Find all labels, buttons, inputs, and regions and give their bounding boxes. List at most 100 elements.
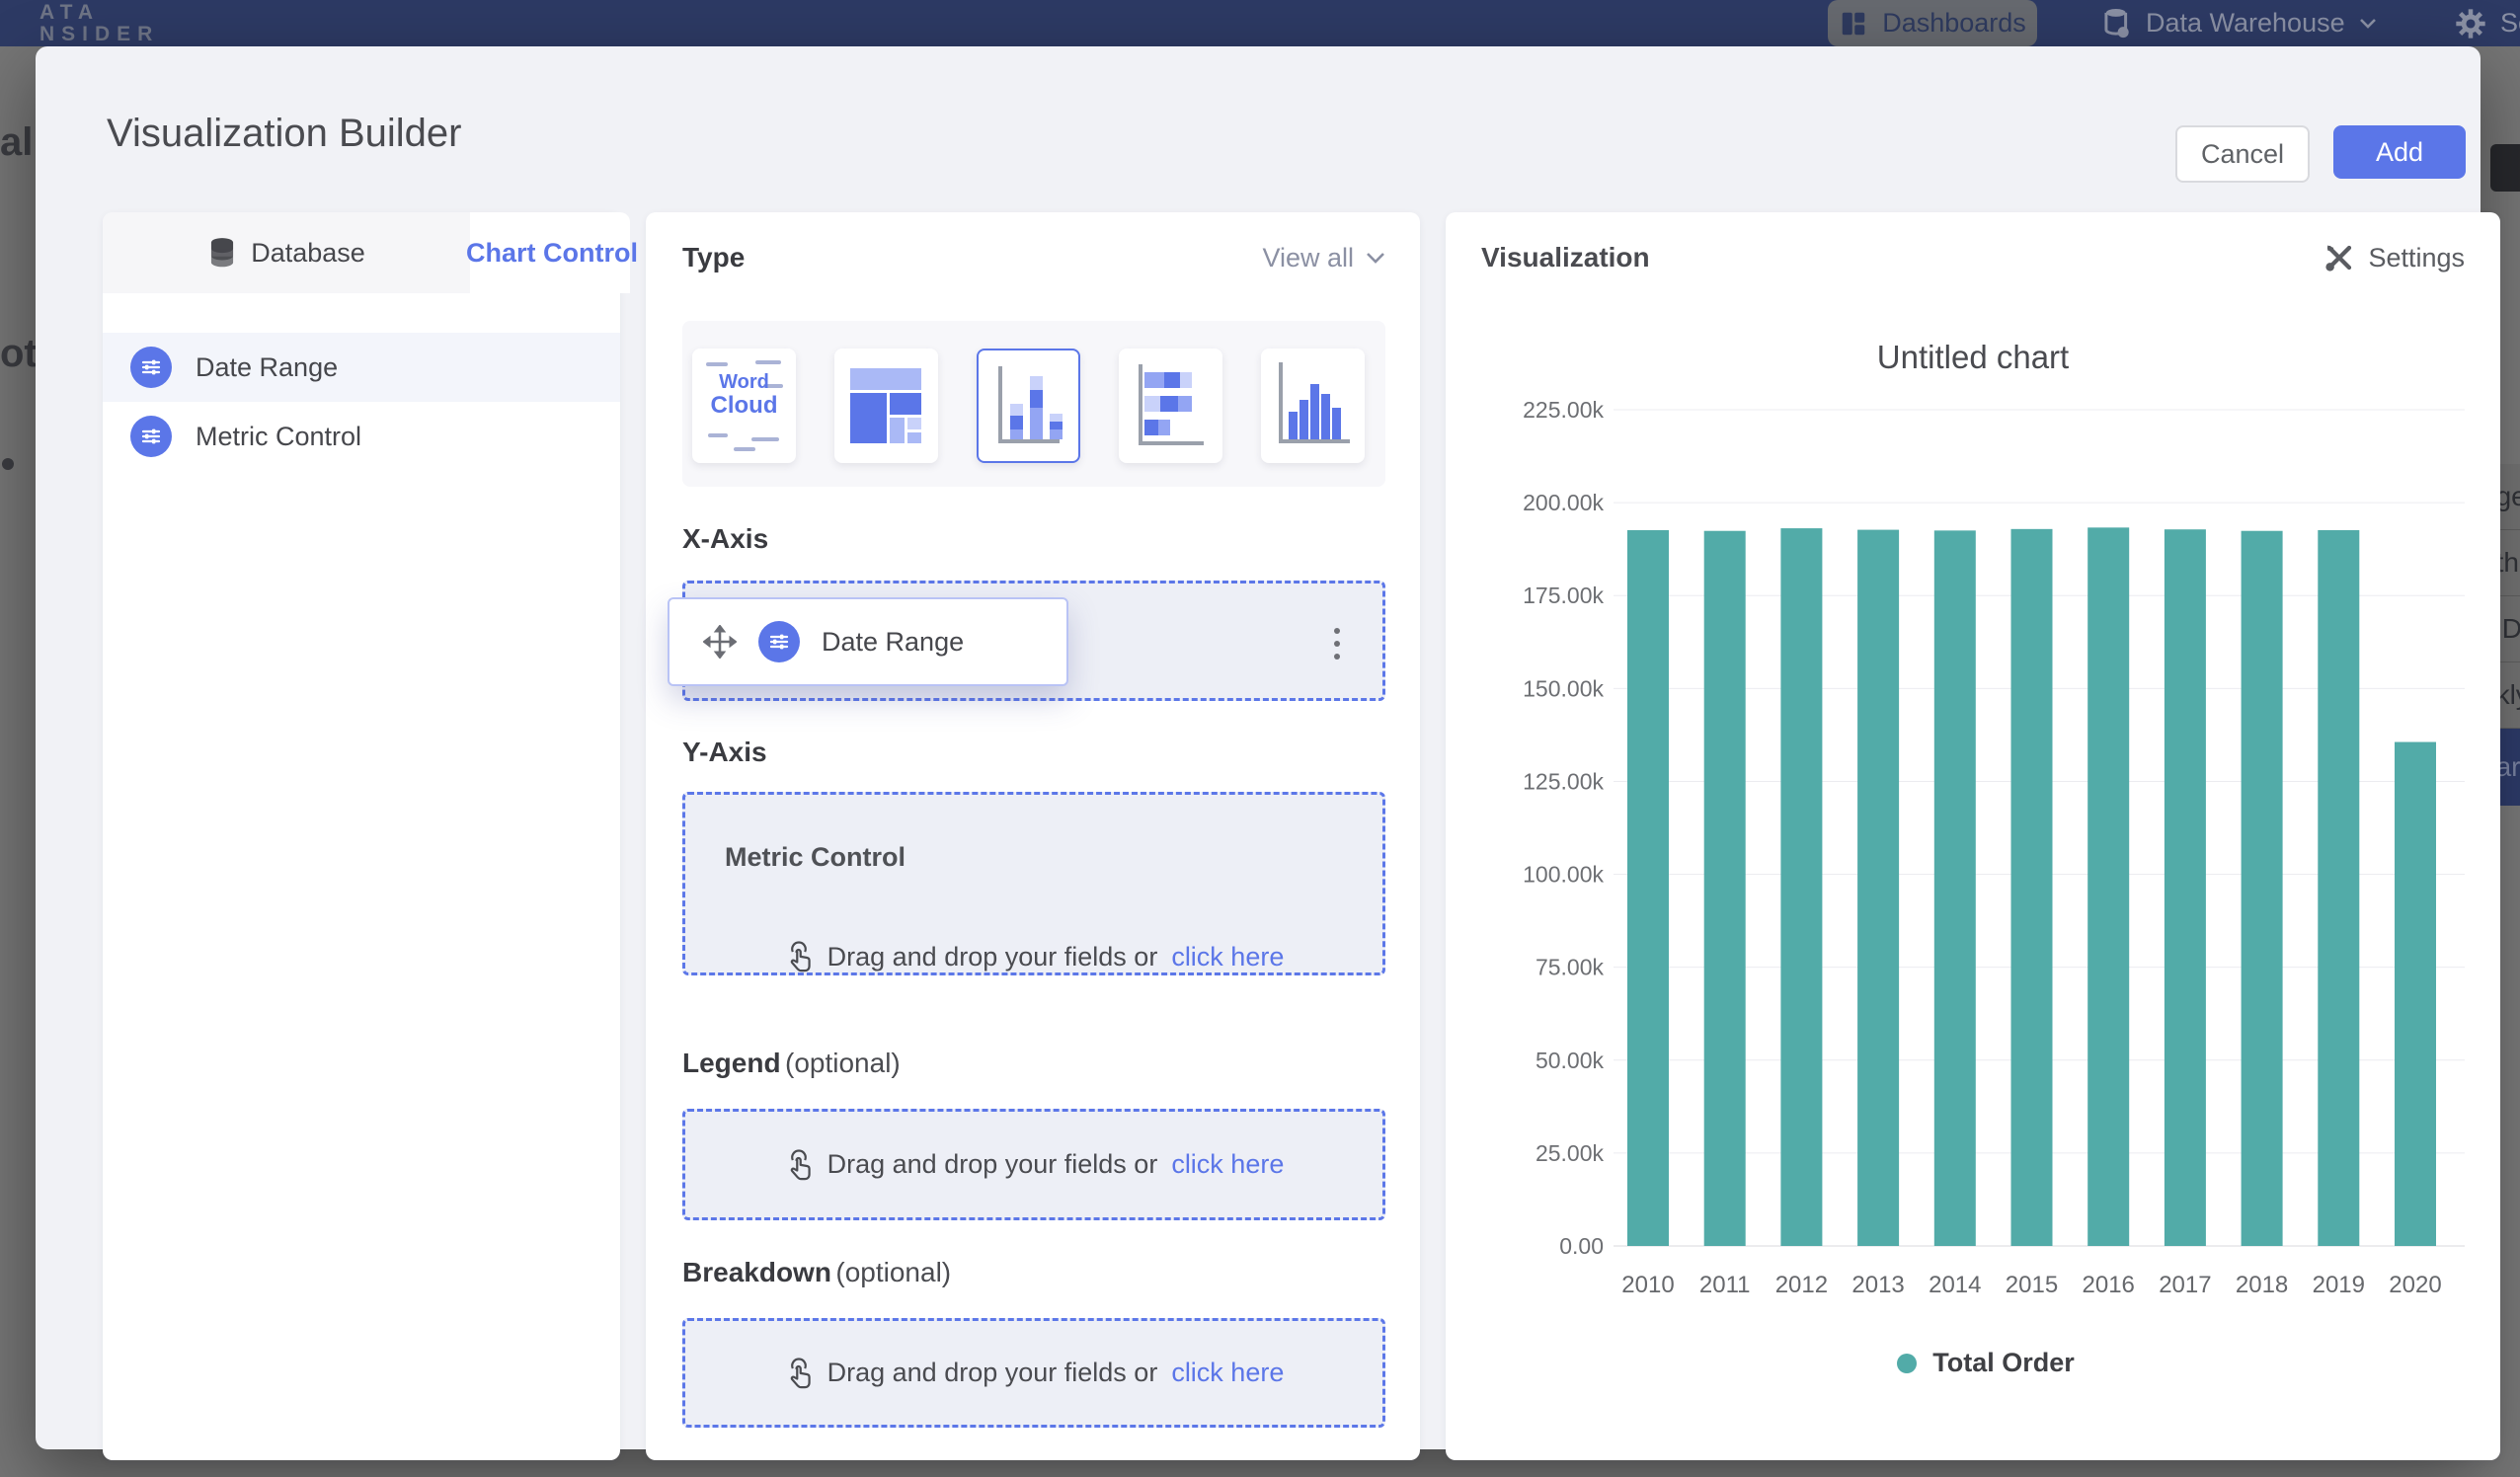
x-tick-label: 2017: [2159, 1272, 2211, 1298]
x-tick-label: 2014: [1929, 1272, 1981, 1298]
x-axis-heading: X-Axis: [682, 523, 769, 554]
breakdown-heading-label: Breakdown: [682, 1257, 831, 1287]
date-range-drag-chip[interactable]: Date Range: [668, 597, 1068, 686]
app-logo: ATA NSIDER: [39, 2, 159, 45]
field-item-label: Metric Control: [196, 421, 362, 451]
breakdown-click-here-link[interactable]: click here: [1171, 1358, 1285, 1387]
chart-settings-button[interactable]: Settings: [2324, 243, 2465, 273]
chart-legend: Total Order: [1487, 1348, 2484, 1378]
chart-type-treemap[interactable]: [834, 349, 938, 463]
field-avatar: [130, 347, 172, 388]
bar-2014[interactable]: [1933, 530, 1976, 1246]
y-axis-dropzone[interactable]: Metric Control Drag and drop your fields…: [682, 792, 1385, 975]
field-item-metric-control[interactable]: Metric Control: [103, 402, 620, 471]
legend-click-here-link[interactable]: click here: [1171, 1149, 1285, 1179]
x-tick-label: 2010: [1621, 1272, 1674, 1298]
type-heading: Type: [682, 242, 746, 272]
word-cloud-word-2: Cloud: [710, 392, 778, 419]
x-tick-label: 2013: [1851, 1272, 1904, 1298]
chart-type-word-cloud[interactable]: Word Cloud: [692, 349, 796, 463]
background-save-button-fragment: [2490, 144, 2520, 192]
chevron-down-icon: [1367, 252, 1384, 264]
tab-chart-control[interactable]: Chart Control: [466, 212, 638, 293]
sliders-icon: [141, 428, 161, 444]
legend-dropzone[interactable]: Drag and drop your fields or click here: [682, 1109, 1385, 1220]
breakdown-heading: Breakdown (optional): [682, 1257, 951, 1288]
bar-2015[interactable]: [2010, 528, 2053, 1246]
tap-icon: [790, 941, 811, 972]
chevron-down-icon: [2359, 18, 2376, 29]
nav-settings-label: Setti: [2500, 8, 2520, 38]
chart-title: Untitled chart: [1876, 339, 2070, 375]
tap-icon: [790, 1148, 811, 1180]
x-axis-kebab-menu[interactable]: [1317, 620, 1357, 667]
bar-2017[interactable]: [2164, 529, 2206, 1246]
legend-heading: Legend (optional): [682, 1048, 901, 1079]
tab-chart-control-label: Chart Control: [466, 237, 638, 268]
y-tick-label: 125.00k: [1523, 768, 1604, 794]
nav-settings[interactable]: Setti: [2455, 0, 2520, 46]
breakdown-optional-label: (optional): [835, 1257, 952, 1287]
bar-2013[interactable]: [1857, 529, 1900, 1246]
word-cloud-word-1: Word: [719, 371, 769, 393]
metric-control-title: Metric Control: [725, 842, 906, 872]
y-tick-label: 200.00k: [1523, 490, 1604, 515]
view-all-label: View all: [1262, 242, 1354, 272]
nav-dashboards-label: Dashboards: [1882, 8, 2026, 38]
data-warehouse-icon: [2104, 8, 2129, 38]
cancel-button[interactable]: Cancel: [2175, 125, 2310, 183]
logo-line-2: NSIDER: [39, 23, 160, 45]
y-axis-click-here-link[interactable]: click here: [1171, 941, 1285, 972]
visualization-panel: Visualization Settings Untitled chart 22…: [1446, 212, 2500, 1460]
x-tick-label: 2011: [1699, 1272, 1751, 1298]
bar-2012[interactable]: [1780, 528, 1823, 1246]
database-icon: [211, 238, 234, 268]
chart-type-horizontal-stacked-bar[interactable]: [1119, 349, 1222, 463]
bar-2011[interactable]: [1703, 530, 1746, 1246]
y-tick-label: 150.00k: [1523, 675, 1604, 701]
view-all-button[interactable]: View all: [1262, 243, 1385, 273]
fields-panel: Database Chart Control Date Range Metric …: [103, 212, 638, 1460]
breakdown-drop-text: Drag and drop your fields or: [827, 1358, 1158, 1387]
y-tick-label: 100.00k: [1523, 862, 1604, 888]
move-icon: [703, 625, 737, 659]
sliders-icon: [769, 634, 789, 650]
y-tick-label: 175.00k: [1523, 583, 1604, 608]
bar-2018[interactable]: [2241, 530, 2283, 1246]
background-text-fragment-1: al: [0, 120, 34, 164]
y-axis-heading: Y-Axis: [682, 737, 767, 767]
bar-2020[interactable]: [2395, 741, 2436, 1246]
chart-type-strip: Word Cloud: [682, 321, 1385, 487]
word-cloud-specks: [706, 360, 783, 451]
breakdown-dropzone[interactable]: Drag and drop your fields or click here: [682, 1318, 1385, 1428]
field-avatar: [758, 621, 800, 662]
nav-dashboards[interactable]: Dashboards: [1828, 0, 2037, 46]
chart-type-histogram[interactable]: [1261, 349, 1365, 463]
visualization-builder-modal: Visualization Builder Cancel Add Databas…: [36, 46, 2500, 1460]
chart-legend-label: Total Order: [1932, 1348, 2075, 1377]
add-button[interactable]: Add: [2333, 125, 2466, 179]
top-navbar: ATA NSIDER Dashboards Data Warehouse: [0, 0, 2520, 46]
bar-2010[interactable]: [1627, 529, 1669, 1246]
nav-data-warehouse[interactable]: Data Warehouse: [2102, 0, 2377, 46]
field-item-date-range[interactable]: Date Range: [103, 333, 620, 402]
histogram-glyph: [1279, 362, 1350, 443]
x-tick-label: 2012: [1775, 1272, 1828, 1298]
y-tick-label: 25.00k: [1536, 1140, 1605, 1166]
legend-optional-label: (optional): [785, 1048, 901, 1078]
x-tick-label: 2020: [2389, 1272, 2441, 1298]
x-tick-label: 2016: [2083, 1272, 2135, 1298]
bar-2019[interactable]: [2318, 529, 2360, 1246]
bar-2016[interactable]: [2087, 527, 2130, 1246]
tap-icon: [790, 1357, 811, 1388]
stacked-column-glyph: [998, 366, 1063, 443]
chart-type-stacked-column[interactable]: [977, 349, 1080, 463]
tab-database[interactable]: Database: [103, 212, 470, 293]
tab-database-label: Database: [251, 237, 365, 268]
logo-line-1: ATA: [39, 1, 101, 24]
treemap-glyph: [850, 368, 921, 443]
builder-panel: Type View all Word Cloud: [646, 212, 1420, 1460]
nav-data-warehouse-label: Data Warehouse: [2146, 8, 2345, 38]
legend-dot-icon: [1897, 1353, 1918, 1373]
legend-heading-label: Legend: [682, 1048, 781, 1078]
